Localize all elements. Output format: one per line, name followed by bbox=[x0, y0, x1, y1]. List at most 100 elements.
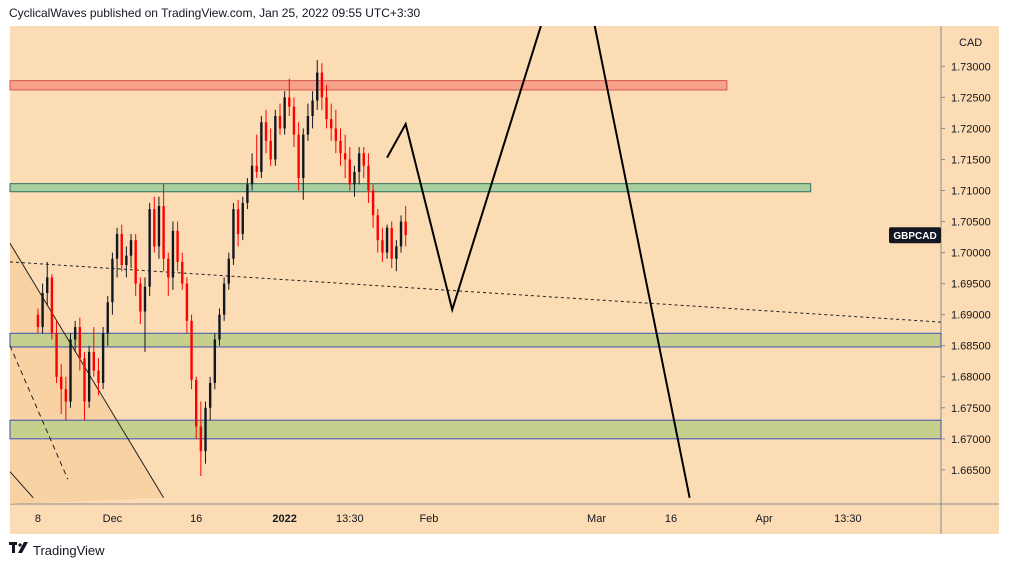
tradingview-logo-icon bbox=[9, 541, 29, 559]
candle-body bbox=[404, 221, 407, 236]
y-tick-label: 1.68500 bbox=[951, 341, 991, 353]
tradingview-logo-text: TradingView bbox=[33, 542, 105, 558]
candle-body bbox=[87, 351, 91, 402]
candle-body bbox=[241, 202, 244, 234]
y-tick-label: 1.70000 bbox=[951, 248, 991, 260]
candle-body bbox=[153, 209, 156, 247]
candle-body bbox=[185, 283, 189, 321]
candle-body bbox=[134, 240, 137, 284]
symbol-tag-bg bbox=[889, 227, 941, 244]
zones-layer bbox=[9, 80, 942, 440]
candle-body bbox=[218, 314, 221, 340]
candle-body bbox=[120, 233, 123, 265]
candle-body bbox=[311, 100, 314, 117]
candles-layer bbox=[36, 60, 407, 477]
y-tick-label: 1.66500 bbox=[951, 465, 991, 477]
y-tick-label: 1.71000 bbox=[951, 186, 991, 198]
x-tick-label: 8 bbox=[35, 513, 41, 525]
candle-body bbox=[60, 376, 63, 390]
publisher-header: CyclicalWaves published on TradingView.c… bbox=[9, 6, 421, 20]
plot-background bbox=[10, 26, 999, 534]
candle-body bbox=[376, 215, 379, 241]
candle-body bbox=[148, 209, 151, 287]
candle-body bbox=[274, 116, 277, 160]
candle-body bbox=[92, 351, 95, 371]
candle-body bbox=[399, 221, 403, 247]
y-tick-label: 1.69000 bbox=[951, 310, 991, 322]
candle-body bbox=[390, 227, 393, 259]
candle-body bbox=[157, 206, 161, 247]
candle-body bbox=[162, 206, 165, 259]
candle-body bbox=[204, 407, 207, 452]
candle-body bbox=[73, 327, 77, 340]
candle-body bbox=[36, 314, 40, 328]
candle-body bbox=[222, 283, 226, 315]
candle-body bbox=[362, 153, 365, 166]
candle-body bbox=[283, 97, 286, 129]
candle-body bbox=[232, 209, 235, 259]
candle-body bbox=[292, 106, 296, 135]
candle-body bbox=[115, 233, 119, 259]
candle-body bbox=[325, 97, 328, 120]
candle-body bbox=[208, 382, 212, 408]
candle-body bbox=[97, 370, 100, 383]
y-tick-label: 1.68000 bbox=[951, 372, 991, 384]
candle-body bbox=[367, 165, 370, 191]
candle-body bbox=[69, 339, 72, 402]
candle-body bbox=[278, 116, 282, 129]
candle-body bbox=[334, 128, 338, 141]
channel-line-2 bbox=[9, 471, 34, 499]
candle-body bbox=[50, 277, 54, 334]
channel-line-3 bbox=[9, 345, 69, 480]
candle-body bbox=[255, 165, 258, 172]
zone-mid bbox=[9, 183, 812, 193]
candle-body bbox=[306, 116, 310, 135]
x-tick-label: 16 bbox=[190, 513, 202, 525]
candle-body bbox=[171, 230, 175, 278]
x-tick-label: 2022 bbox=[272, 513, 296, 525]
y-tick-label: 1.67000 bbox=[951, 434, 991, 446]
x-tick-label: Mar bbox=[587, 513, 606, 525]
candle-body bbox=[111, 258, 114, 303]
candle-body bbox=[143, 286, 147, 312]
candle-body bbox=[199, 426, 203, 452]
candle-body bbox=[316, 72, 319, 101]
candle-body bbox=[41, 292, 44, 328]
candle-body bbox=[385, 227, 389, 253]
candle-body bbox=[395, 246, 398, 259]
price-chart[interactable]: 1.73000 1.72500 1.72000 1.71500 1.71000 1.705… bbox=[0, 0, 1009, 540]
x-tick-label: Apr bbox=[756, 513, 773, 525]
candle-body bbox=[46, 277, 49, 293]
channel-line-1 bbox=[9, 243, 165, 499]
symbol-tag: GBPCAD bbox=[889, 227, 941, 244]
candle-body bbox=[139, 283, 142, 312]
price-axis-background bbox=[941, 26, 999, 534]
candle-body bbox=[357, 153, 361, 172]
candle-body bbox=[339, 140, 342, 154]
y-tick-label: 1.67500 bbox=[951, 403, 991, 415]
candle-body bbox=[190, 320, 193, 380]
symbol-tag-label: GBPCAD bbox=[893, 231, 936, 242]
candle-body bbox=[320, 72, 324, 98]
wave-projection-line bbox=[386, 26, 691, 498]
candle-body bbox=[227, 258, 230, 284]
candle-body bbox=[288, 97, 291, 107]
candle-body bbox=[236, 209, 240, 234]
candle-body bbox=[213, 339, 217, 383]
candle-body bbox=[246, 184, 249, 203]
x-tick-label: 13:30 bbox=[336, 513, 364, 525]
zone-support-lower bbox=[9, 419, 942, 440]
y-tick-label: 1.72500 bbox=[951, 92, 991, 104]
y-tick-label: 1.71500 bbox=[951, 154, 991, 166]
x-tick-label: 16 bbox=[665, 513, 677, 525]
candle-body bbox=[250, 165, 254, 185]
time-axis-background bbox=[10, 504, 941, 534]
candle-body bbox=[348, 159, 352, 185]
candle-body bbox=[55, 333, 58, 377]
drawing-lines-layer bbox=[9, 243, 942, 499]
candle-body bbox=[353, 171, 356, 185]
candle-body bbox=[329, 119, 333, 129]
candle-body bbox=[371, 190, 375, 216]
candle-body bbox=[167, 258, 170, 278]
x-tick-label: Dec bbox=[103, 513, 123, 525]
